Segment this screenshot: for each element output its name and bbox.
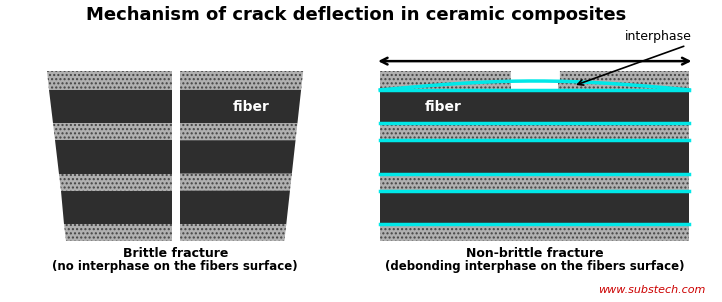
Polygon shape (58, 174, 172, 191)
Polygon shape (180, 224, 287, 241)
Polygon shape (380, 174, 690, 191)
Polygon shape (61, 191, 172, 224)
Polygon shape (180, 140, 295, 174)
Text: (debonding interphase on the fibers surface): (debonding interphase on the fibers surf… (385, 260, 684, 273)
Text: fiber: fiber (233, 100, 270, 114)
Text: (no interphase on the fibers surface): (no interphase on the fibers surface) (53, 260, 298, 273)
Polygon shape (180, 191, 290, 224)
Polygon shape (55, 140, 172, 174)
Polygon shape (380, 90, 690, 124)
Polygon shape (180, 71, 303, 90)
Polygon shape (380, 224, 690, 241)
Polygon shape (180, 124, 297, 140)
Text: fiber: fiber (425, 100, 461, 114)
Text: Non-brittle fracture: Non-brittle fracture (466, 247, 604, 260)
Text: interphase: interphase (625, 31, 691, 43)
Polygon shape (53, 124, 172, 140)
Text: Mechanism of crack deflection in ceramic composites: Mechanism of crack deflection in ceramic… (87, 6, 627, 24)
Polygon shape (380, 140, 690, 174)
Bar (172, 71, 180, 241)
Polygon shape (50, 90, 172, 124)
Polygon shape (559, 71, 690, 90)
Polygon shape (380, 71, 511, 90)
Polygon shape (180, 174, 292, 191)
Polygon shape (380, 191, 690, 224)
Polygon shape (180, 90, 301, 124)
Polygon shape (48, 71, 172, 90)
Text: Brittle fracture: Brittle fracture (123, 247, 228, 260)
Text: www.substech.com: www.substech.com (598, 285, 705, 295)
Polygon shape (64, 224, 172, 241)
Polygon shape (380, 124, 690, 140)
